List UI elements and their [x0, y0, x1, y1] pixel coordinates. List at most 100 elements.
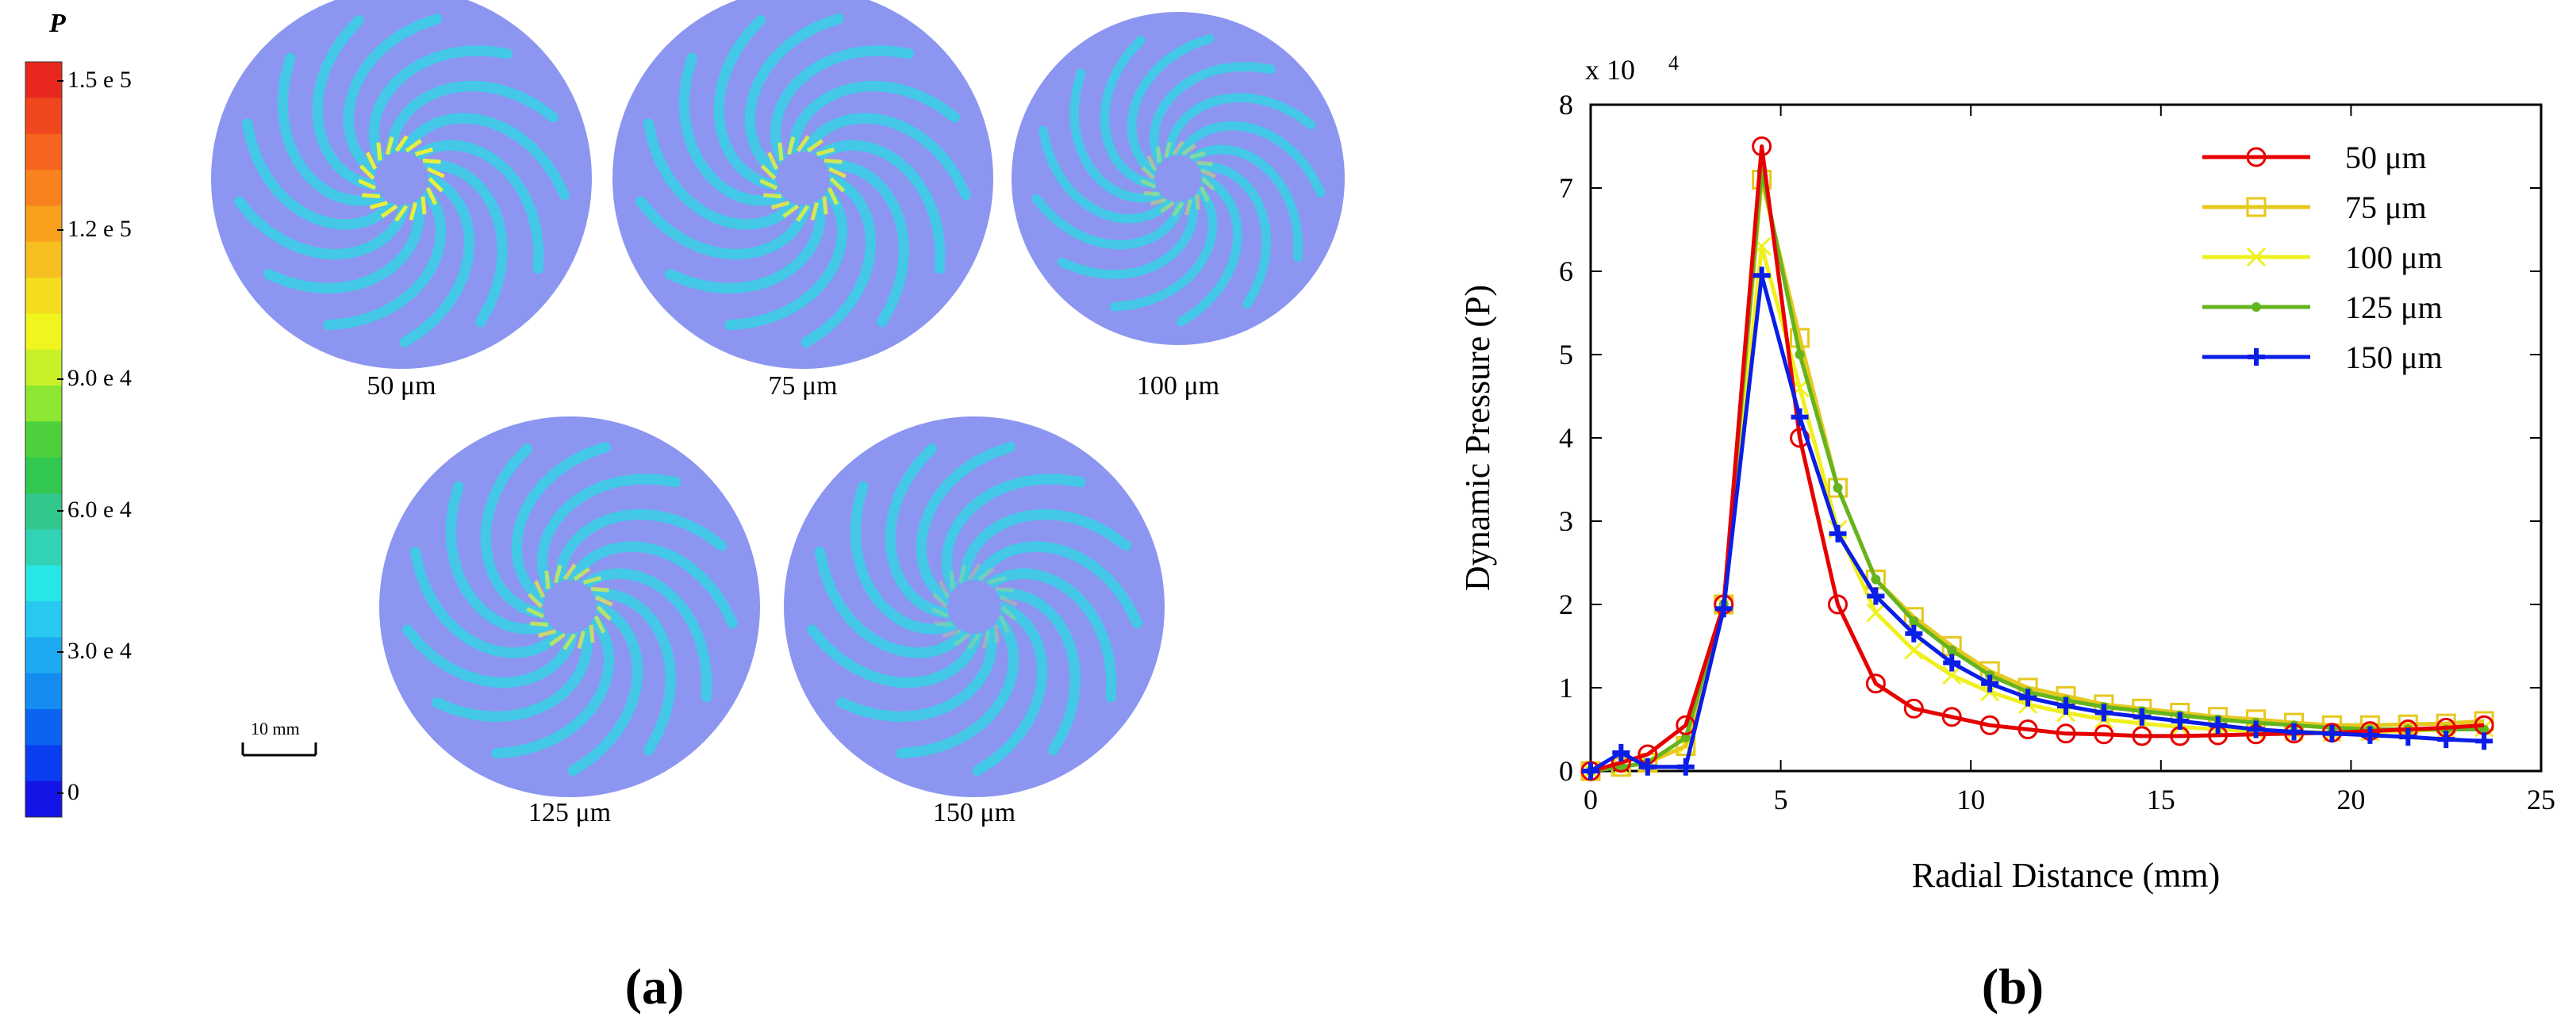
high-pressure-streak	[967, 633, 981, 650]
colorbar-segment	[25, 745, 62, 782]
high-pressure-streak	[987, 576, 1007, 585]
colorbar-segment	[25, 313, 62, 351]
data-point	[2399, 727, 2417, 746]
impeller-blade	[386, 80, 559, 159]
impeller-blade	[788, 80, 960, 159]
high-pressure-streak	[796, 135, 810, 152]
y-tick-label: 4	[1559, 422, 1573, 454]
data-point	[2248, 348, 2265, 366]
high-pressure-streak	[1164, 141, 1172, 158]
impeller-blade	[323, 186, 447, 331]
high-pressure-streak	[577, 630, 586, 650]
high-pressure-streak	[590, 586, 609, 593]
impeller-blade	[402, 624, 578, 689]
legend-entry: 150 μm	[2202, 340, 2443, 375]
impeller-blade	[941, 474, 1086, 595]
data-point	[1752, 136, 1772, 156]
high-pressure-streak	[822, 196, 828, 215]
colorbar-segment	[25, 62, 62, 98]
disk-hub	[776, 152, 830, 205]
impeller-blade	[588, 588, 677, 756]
colorbar-segment	[25, 349, 62, 386]
high-pressure-streak	[1172, 201, 1184, 217]
impeller-blade	[665, 195, 826, 294]
high-pressure-streak	[428, 177, 444, 193]
data-point	[2437, 731, 2455, 749]
data-point	[1827, 594, 1848, 615]
impeller-blade	[567, 601, 643, 776]
data-point	[1942, 666, 1962, 685]
high-pressure-streak	[967, 563, 981, 581]
contour-disk	[1012, 12, 1345, 345]
contour-disk	[379, 416, 760, 797]
impeller-blade	[432, 623, 593, 723]
data-point	[1714, 600, 1733, 618]
impeller-blade	[992, 588, 1081, 756]
high-pressure-streak	[998, 615, 1011, 634]
high-pressure-streak	[589, 624, 595, 643]
data-point	[1827, 478, 1848, 498]
disk-hub	[947, 580, 1001, 634]
high-pressure-streak	[553, 564, 562, 584]
data-point	[2094, 724, 2114, 745]
impeller-blade	[807, 624, 983, 689]
high-pressure-streak	[993, 624, 1000, 643]
high-pressure-streak	[362, 193, 381, 199]
y-axis-title: Dynamic Pressure (P)	[1458, 285, 1497, 591]
data-point	[1753, 267, 1771, 285]
impeller-blade	[1109, 184, 1218, 312]
high-pressure-streak	[786, 136, 796, 155]
data-point	[1680, 733, 1691, 742]
y-tick-label: 1	[1559, 672, 1573, 704]
legend-entry: 50 μm	[2202, 140, 2427, 175]
high-pressure-streak	[548, 632, 566, 646]
high-pressure-streak	[1181, 144, 1196, 156]
colorbar-label: 3.0 e 4	[67, 638, 132, 664]
impeller-blade	[368, 45, 513, 167]
data-point	[1638, 758, 1657, 776]
data-point	[1905, 624, 1923, 643]
high-pressure-streak	[380, 204, 398, 218]
disk-caption: 125 μm	[528, 798, 611, 827]
high-pressure-streak	[544, 570, 551, 589]
axis-ticks: 0 5 10 15 20 25 0 1 2 3 4 5 6 7 8	[1559, 89, 2555, 815]
impeller-blade	[1057, 193, 1198, 279]
high-pressure-streak	[827, 186, 839, 205]
impeller-blade	[1176, 121, 1326, 198]
data-point	[2133, 708, 2151, 726]
impeller-blade	[1194, 162, 1272, 309]
data-point	[1795, 350, 1805, 359]
colorbar-border	[25, 61, 63, 818]
data-point	[1941, 707, 1962, 727]
high-pressure-streak	[763, 193, 782, 199]
impeller-blade	[411, 140, 544, 274]
high-pressure-streak	[958, 564, 967, 584]
legend-entry: 100 μm	[2202, 240, 2443, 275]
impeller-blade	[1149, 62, 1276, 168]
x-tick-label: 10	[1956, 784, 1985, 815]
high-pressure-streak	[595, 595, 613, 607]
disk-caption: 100 μm	[1137, 371, 1219, 401]
high-pressure-streak	[365, 152, 378, 171]
high-pressure-streak	[537, 629, 557, 638]
colorbar-segment	[25, 529, 62, 566]
high-pressure-streak	[953, 632, 971, 646]
high-pressure-streak	[816, 148, 835, 156]
data-point	[1791, 408, 1809, 426]
high-pressure-streak	[806, 139, 824, 153]
colorbar-title: P	[48, 9, 66, 38]
data-point	[1909, 616, 1919, 626]
high-pressure-streak	[1172, 140, 1184, 156]
high-pressure-streak	[394, 135, 409, 152]
impeller-blade	[1031, 194, 1186, 250]
disk-caption: 50 μm	[367, 371, 436, 401]
impeller-blade	[635, 196, 812, 260]
colorbar-segment	[25, 205, 62, 243]
colorbar-segment	[25, 781, 62, 818]
impeller-blade	[744, 13, 844, 178]
series-4	[1582, 267, 2493, 780]
impeller-blade	[277, 52, 387, 206]
high-pressure-streak	[977, 567, 996, 581]
impeller-blade	[724, 186, 848, 331]
disk-caption: 75 μm	[768, 371, 837, 401]
